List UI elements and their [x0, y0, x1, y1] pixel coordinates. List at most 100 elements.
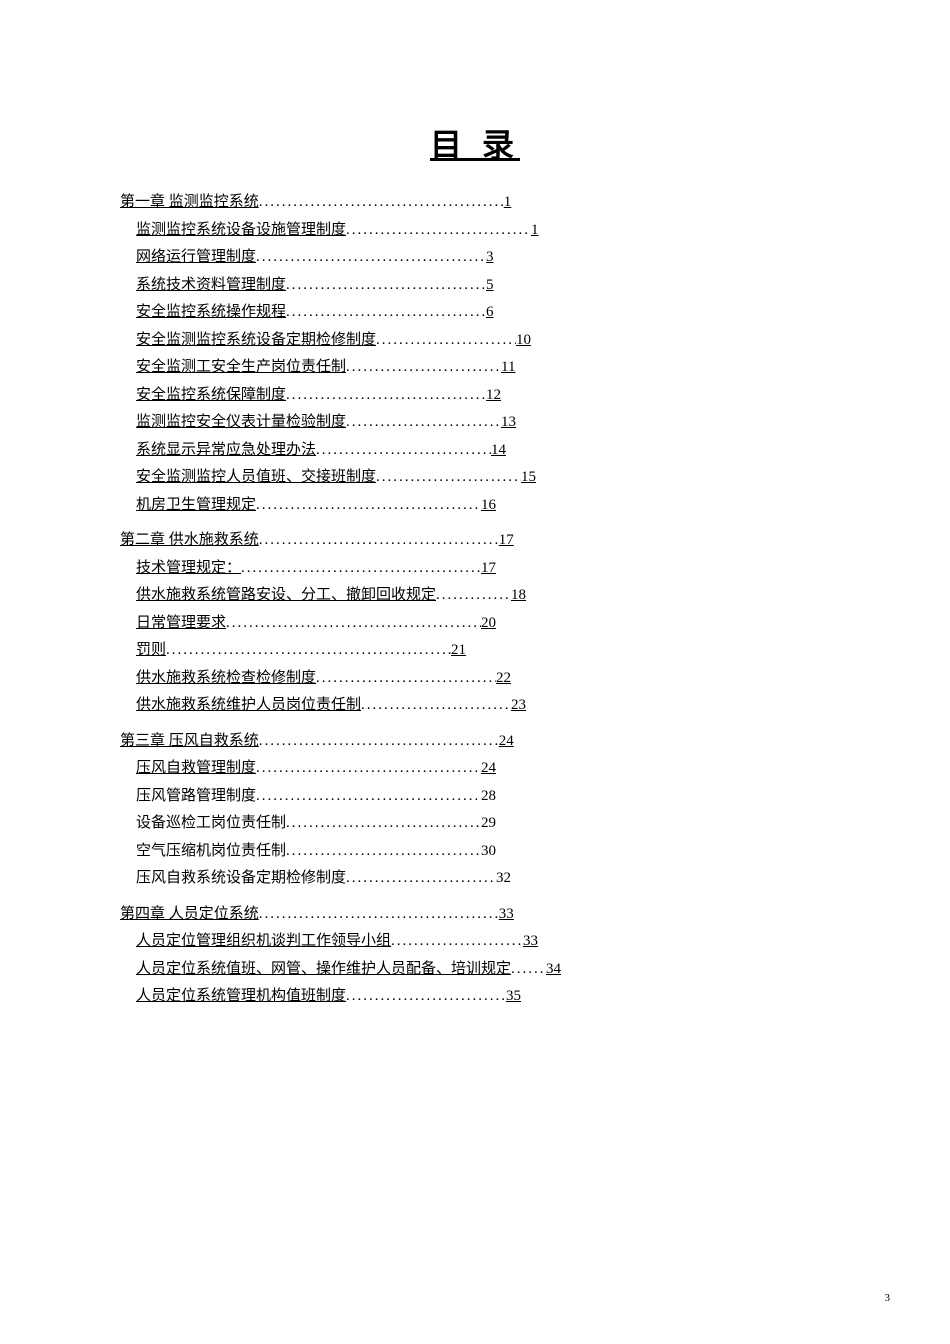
toc-item-page: 15 — [521, 465, 536, 491]
dot-leader: ........................................… — [286, 273, 486, 299]
toc-item[interactable]: 技术管理规定：.................................… — [120, 556, 830, 582]
dot-leader: ........................................… — [286, 811, 481, 837]
toc-item[interactable]: 日常管理要求..................................… — [120, 611, 830, 637]
toc-item-page: 24 — [481, 756, 496, 782]
dot-leader: ........................................… — [511, 957, 546, 983]
page-title: 目 录 — [120, 120, 830, 166]
dot-leader: ........................................… — [286, 839, 481, 865]
toc-item[interactable]: 安全监测监控系统设备定期检修制度........................… — [120, 328, 830, 354]
dot-leader: ........................................… — [286, 300, 486, 326]
toc-item-page: 3 — [486, 245, 494, 271]
toc-item-label: 系统显示异常应急处理办法 — [136, 438, 316, 464]
toc-item[interactable]: 安全监测工安全生产岗位责任制..........................… — [120, 355, 830, 381]
dot-leader: ........................................… — [391, 929, 523, 955]
dot-leader: ........................................… — [316, 438, 491, 464]
toc-item[interactable]: 罚则......................................… — [120, 638, 830, 664]
toc-item-label: 人员定位系统值班、网管、操作维护人员配备、培训规定 — [136, 957, 511, 983]
toc-item[interactable]: 供水施救系统检查检修制度............................… — [120, 666, 830, 692]
toc-item-page: 11 — [501, 355, 515, 381]
dot-leader: ........................................… — [226, 611, 481, 637]
toc-chapter-page: 24 — [499, 729, 514, 755]
toc-item[interactable]: 人员定位系统值班、网管、操作维护人员配备、培训规定...............… — [120, 957, 830, 983]
toc-item-page: 21 — [451, 638, 466, 664]
dot-leader: ........................................… — [346, 866, 496, 892]
toc-item-label: 安全监测监控系统设备定期检修制度 — [136, 328, 376, 354]
toc-item-label: 安全监控系统操作规程 — [136, 300, 286, 326]
toc-item[interactable]: 空气压缩机岗位责任制..............................… — [120, 839, 830, 865]
toc-item-page: 16 — [481, 493, 496, 519]
toc-item-page: 1 — [531, 218, 539, 244]
toc-item-page: 13 — [501, 410, 516, 436]
toc-item-label: 机房卫生管理规定 — [136, 493, 256, 519]
toc-item[interactable]: 压风管路管理制度................................… — [120, 784, 830, 810]
dot-leader: ........................................… — [346, 410, 501, 436]
toc-item[interactable]: 压风自救管理制度................................… — [120, 756, 830, 782]
toc-item[interactable]: 供水施救系统维护人员岗位责任制.........................… — [120, 693, 830, 719]
toc-item-page: 29 — [481, 811, 496, 837]
toc-item-label: 技术管理规定： — [136, 556, 241, 582]
toc-item-label: 安全监控系统保障制度 — [136, 383, 286, 409]
toc-item[interactable]: 监测监控安全仪表计量检验制度..........................… — [120, 410, 830, 436]
toc-item[interactable]: 网络运行管理制度................................… — [120, 245, 830, 271]
toc-item[interactable]: 机房卫生管理规定................................… — [120, 493, 830, 519]
dot-leader: ........................................… — [259, 729, 499, 755]
toc-item-label: 安全监测监控人员值班、交接班制度 — [136, 465, 376, 491]
toc-item[interactable]: 安全监测监控人员值班、交接班制度........................… — [120, 465, 830, 491]
toc-item-page: 22 — [496, 666, 511, 692]
toc-item-label: 监测监控系统设备设施管理制度 — [136, 218, 346, 244]
toc-item[interactable]: 系统显示异常应急处理办法............................… — [120, 438, 830, 464]
toc-chapter[interactable]: 第一章 监测监控系统 .............................… — [120, 190, 830, 216]
toc-item[interactable]: 人员定位管理组织机谈判工作领导小组.......................… — [120, 929, 830, 955]
toc-item-label: 系统技术资料管理制度 — [136, 273, 286, 299]
toc-item-page: 23 — [511, 693, 526, 719]
toc-chapter-label: 第四章 人员定位系统 — [120, 902, 259, 928]
toc-item-page: 12 — [486, 383, 501, 409]
toc-item[interactable]: 监测监控系统设备设施管理制度..........................… — [120, 218, 830, 244]
toc-item-label: 压风自救管理制度 — [136, 756, 256, 782]
dot-leader: ........................................… — [166, 638, 451, 664]
toc-item-label: 供水施救系统管路安设、分工、撤卸回收规定 — [136, 583, 436, 609]
toc-item-page: 33 — [523, 929, 538, 955]
toc-item-page: 5 — [486, 273, 494, 299]
toc-item[interactable]: 压风自救系统设备定期检修制度..........................… — [120, 866, 830, 892]
dot-leader: ........................................… — [241, 556, 481, 582]
toc-item[interactable]: 系统技术资料管理制度..............................… — [120, 273, 830, 299]
toc-item-label: 监测监控安全仪表计量检验制度 — [136, 410, 346, 436]
dot-leader: ........................................… — [256, 245, 486, 271]
dot-leader: ........................................… — [316, 666, 496, 692]
dot-leader: ........................................… — [259, 190, 504, 216]
dot-leader: ........................................… — [376, 328, 516, 354]
toc-item-label: 压风管路管理制度 — [136, 784, 256, 810]
toc-item[interactable]: 安全监控系统保障制度..............................… — [120, 383, 830, 409]
toc-item-page: 32 — [496, 866, 511, 892]
toc-item-page: 34 — [546, 957, 561, 983]
toc-chapter[interactable]: 第二章 供水施救系统 .............................… — [120, 528, 830, 554]
toc-chapter[interactable]: 第三章 压风自救系统 .............................… — [120, 729, 830, 755]
toc-item-label: 人员定位管理组织机谈判工作领导小组 — [136, 929, 391, 955]
toc-chapter-page: 33 — [499, 902, 514, 928]
toc-chapter-label: 第一章 监测监控系统 — [120, 190, 259, 216]
toc-item-page: 28 — [481, 784, 496, 810]
dot-leader: ........................................… — [346, 984, 506, 1010]
dot-leader: ........................................… — [346, 218, 531, 244]
toc-item[interactable]: 人员定位系统管理机构值班制度..........................… — [120, 984, 830, 1010]
toc-item-page: 35 — [506, 984, 521, 1010]
toc-chapter-label: 第二章 供水施救系统 — [120, 528, 259, 554]
toc-item-page: 20 — [481, 611, 496, 637]
toc-item-page: 10 — [516, 328, 531, 354]
dot-leader: ........................................… — [259, 902, 499, 928]
toc-item-label: 罚则 — [136, 638, 166, 664]
toc-chapter[interactable]: 第四章 人员定位系统 .............................… — [120, 902, 830, 928]
toc-item-label: 供水施救系统检查检修制度 — [136, 666, 316, 692]
toc-item[interactable]: 供水施救系统管路安设、分工、撤卸回收规定....................… — [120, 583, 830, 609]
toc-item-label: 日常管理要求 — [136, 611, 226, 637]
toc-chapter-page: 1 — [504, 190, 512, 216]
toc-item[interactable]: 安全监控系统操作规程..............................… — [120, 300, 830, 326]
toc-item-label: 设备巡检工岗位责任制 — [136, 811, 286, 837]
toc-item[interactable]: 设备巡检工岗位责任制..............................… — [120, 811, 830, 837]
toc-item-page: 17 — [481, 556, 496, 582]
toc-item-page: 30 — [481, 839, 496, 865]
dot-leader: ........................................… — [259, 528, 499, 554]
dot-leader: ........................................… — [436, 583, 511, 609]
table-of-contents: 第一章 监测监控系统 .............................… — [120, 190, 830, 1010]
